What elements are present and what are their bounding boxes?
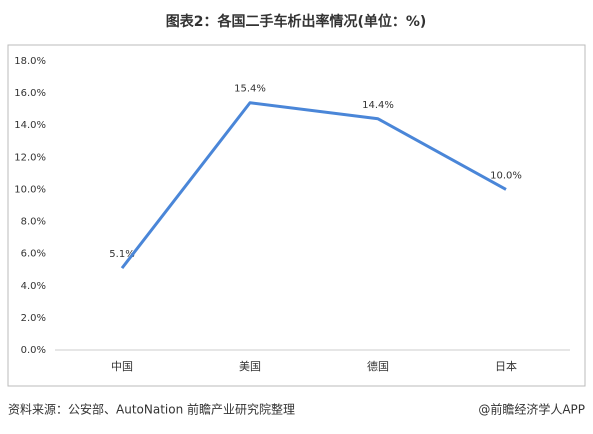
data-label: 10.0% [490, 170, 522, 181]
y-tick-label: 0.0% [21, 345, 46, 356]
y-tick-label: 10.0% [14, 184, 46, 195]
chart-title: 图表2：各国二手车析出率情况(单位：%) [166, 13, 427, 30]
y-tick-label: 2.0% [21, 313, 46, 324]
chart-frame [7, 44, 586, 387]
x-tick-label: 日本 [495, 359, 517, 373]
data-label: 5.1% [109, 249, 134, 260]
credit: @前瞻经济学人APP [478, 402, 585, 417]
x-tick-label: 德国 [367, 359, 389, 373]
line [120, 101, 507, 270]
y-tick-label: 4.0% [21, 281, 46, 292]
y-tick-label: 18.0% [14, 56, 46, 67]
source: 资料来源：公安部、AutoNation 前瞻产业研究院整理 [8, 402, 295, 417]
y-tick-label: 6.0% [21, 249, 46, 260]
data-label: 14.4% [362, 100, 394, 111]
x-tick-label: 美国 [239, 360, 261, 373]
y-tick-label: 16.0% [14, 88, 46, 99]
y-tick-label: 8.0% [21, 217, 46, 228]
x-tick-label: 中国 [111, 360, 133, 373]
y-tick-label: 14.0% [14, 120, 46, 131]
data-label: 15.4% [234, 84, 266, 95]
y-tick-label: 12.0% [14, 152, 46, 163]
